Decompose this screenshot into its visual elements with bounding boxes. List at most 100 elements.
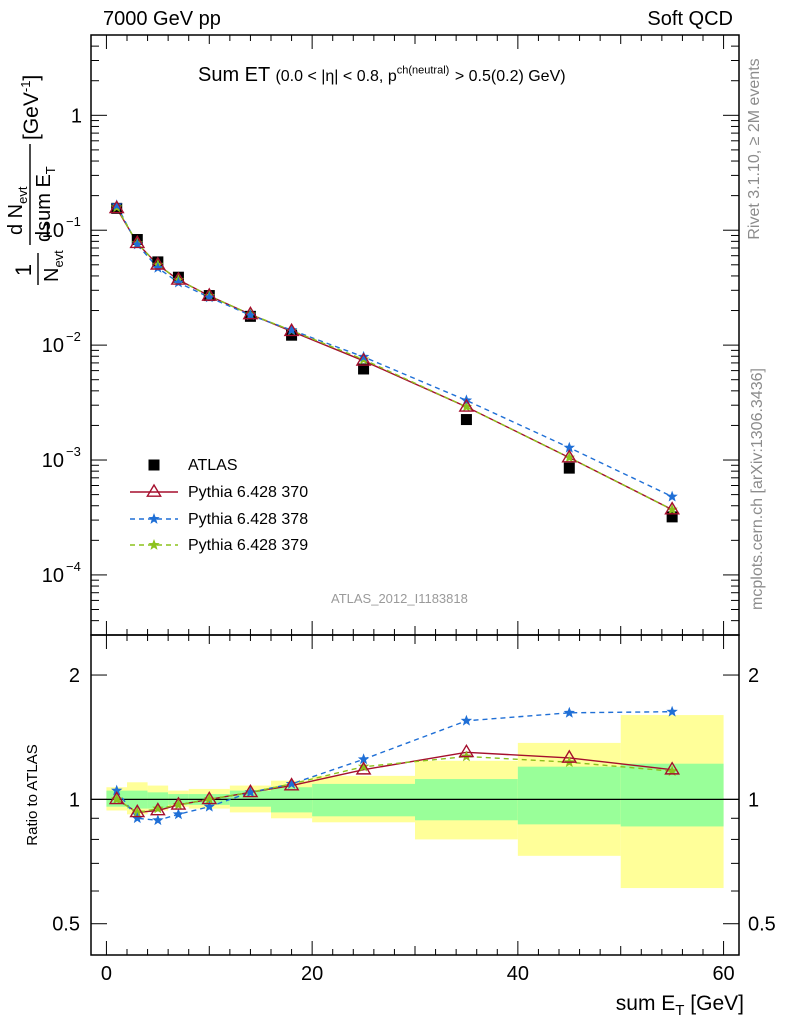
point-series-2	[131, 238, 143, 250]
ratio-point-2	[563, 706, 575, 718]
legend-label-atlas: ATLAS	[188, 457, 238, 474]
y-axis-label-unit: [GeV-1]	[18, 75, 43, 140]
point-series-1	[170, 271, 187, 285]
x-tick-label: 40	[507, 963, 529, 985]
point-series-0	[460, 414, 472, 426]
y-tick-label: 1	[71, 105, 82, 127]
y-tick-label: 10	[42, 220, 64, 242]
y-tick-exponent: −2	[66, 329, 81, 344]
ratio-point-1	[108, 791, 125, 805]
ratio-point-3	[666, 765, 678, 777]
band-stat-bin	[312, 783, 415, 817]
ratio-point-2	[244, 786, 257, 798]
point-series-2	[285, 324, 298, 335]
header-process: Soft QCD	[647, 8, 733, 30]
ratio-point-2	[666, 705, 678, 717]
ratio-point-2	[172, 808, 185, 820]
legend-marker	[146, 483, 162, 497]
ratio-point-2	[203, 800, 215, 812]
ratio-point-1	[201, 791, 218, 805]
chart-title: Sum ET (0.0 < |η| < 0.8, pch(neutral) > …	[198, 64, 566, 87]
point-series-3	[460, 400, 473, 412]
ratio-y-tick-label-right: 2	[748, 665, 759, 687]
point-series-1	[201, 287, 218, 301]
point-series-3	[563, 451, 575, 463]
ratio-y-tick-label: 0.5	[52, 914, 80, 936]
legend-label-p379: Pythia 6.428 379	[188, 537, 309, 554]
ratio-point-1	[283, 777, 300, 791]
ratio-line-2	[116, 711, 673, 822]
y-axis-label-nevt: Nevt	[41, 250, 66, 282]
ratio-point-1	[664, 761, 681, 775]
chart-title-cut: > 0.5(0.2) GeV)	[454, 68, 566, 85]
ratio-point-3	[152, 802, 164, 814]
ratio-point-2	[460, 714, 473, 726]
chart-title-main: Sum ET	[198, 64, 270, 86]
ratio-point-2	[111, 784, 123, 796]
legend-marker	[148, 513, 160, 524]
analysis-id: ATLAS_2012_I1183818	[331, 591, 468, 606]
chart-title-condition: (0.0 < |η| < 0.8, p	[275, 68, 397, 85]
point-series-2	[111, 199, 123, 211]
rivet-label: Rivet 3.1.10, ≥ 2M events	[746, 58, 763, 240]
point-series-3	[666, 503, 678, 515]
y-tick-label: 10	[42, 335, 64, 357]
ratio-point-2	[152, 814, 164, 826]
ratio-point-1	[149, 802, 166, 816]
y-tick-label: 10	[42, 565, 64, 587]
header-energy: 7000 GeV pp	[103, 8, 221, 30]
ratio-point-2	[285, 777, 298, 789]
point-series-2	[244, 309, 257, 321]
x-tick-label: 0	[101, 963, 112, 985]
mcplots-label: mcplots.cern.ch [arXiv:1306.3436]	[749, 368, 766, 610]
point-series-0	[666, 511, 678, 523]
band-stat-bin	[517, 766, 621, 825]
point-series-2	[152, 261, 164, 273]
ratio-y-tick-label: 1	[69, 789, 80, 811]
ratio-point-1	[561, 749, 578, 763]
band-stat-bin	[147, 792, 169, 809]
point-series-0	[563, 462, 575, 474]
ratio-y-tick-label-right: 1	[748, 789, 759, 811]
x-axis-label: sum ET [GeV]	[616, 992, 744, 1019]
point-series-1	[242, 306, 259, 320]
y-tick-exponent: −1	[66, 214, 81, 229]
y-axis-label-dn: d Nevt	[5, 186, 30, 235]
ratio-uncertainty-bands	[91, 715, 739, 889]
chart-title-superscript: ch(neutral)	[396, 64, 450, 77]
point-series-2	[357, 350, 370, 362]
y-axis-label-one: 1	[11, 264, 36, 276]
point-series-2	[172, 276, 185, 288]
point-series-1	[458, 398, 475, 412]
legend-label-p370: Pythia 6.428 370	[188, 484, 309, 501]
point-series-0	[358, 363, 370, 375]
ratio-point-3	[131, 806, 143, 818]
ratio-y-tick-label-right: 0.5	[748, 914, 776, 936]
point-series-1	[129, 234, 146, 249]
ratio-point-2	[131, 812, 143, 824]
ratio-point-3	[111, 793, 123, 805]
ratio-point-3	[357, 760, 370, 772]
point-series-1	[561, 449, 578, 463]
legend-label-p378: Pythia 6.428 378	[188, 511, 309, 528]
ratio-point-1	[355, 761, 372, 775]
ratio-point-1	[458, 743, 475, 758]
ratio-point-2	[357, 753, 370, 765]
point-series-1	[149, 256, 166, 270]
y-tick-exponent: −4	[66, 559, 81, 574]
point-series-2	[666, 490, 678, 502]
point-series-1	[283, 322, 300, 337]
x-tick-label: 20	[301, 963, 323, 985]
point-series-1	[108, 199, 125, 214]
point-series-2	[563, 441, 575, 453]
point-series-2	[203, 291, 215, 303]
ratio-point-3	[172, 798, 185, 810]
series-line-2	[116, 204, 673, 498]
y-axis-label: 1 Nevt d Nevt dsum ET [GeV-1]	[5, 75, 66, 285]
y-tick-label: 10	[42, 450, 64, 472]
x-tick-label: 60	[712, 963, 734, 985]
legend-marker	[148, 459, 160, 471]
ratio-y-axis-label: Ratio to ATLAS	[24, 744, 41, 845]
point-series-1	[355, 352, 372, 366]
